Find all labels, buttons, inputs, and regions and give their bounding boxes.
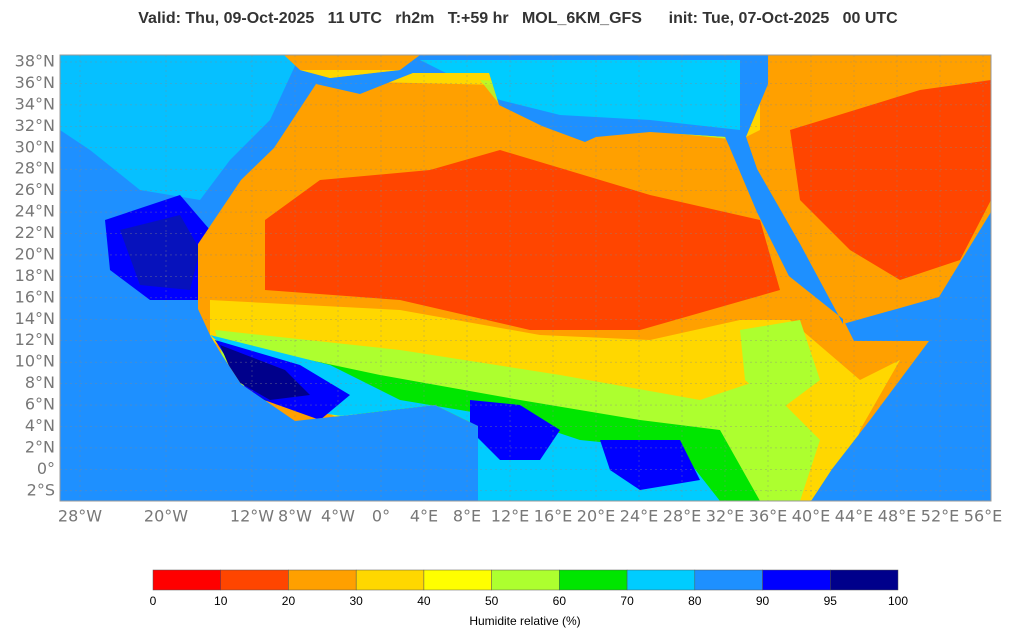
colorbar-segment xyxy=(762,569,831,591)
lon-label: 48°E xyxy=(878,507,916,526)
colorbar-tick-label: 90 xyxy=(756,594,770,608)
ethiopia xyxy=(740,320,820,410)
colorbar-tick-label: 60 xyxy=(553,594,567,608)
lon-label: 4°W xyxy=(321,507,355,526)
map xyxy=(60,55,991,501)
colorbar-tick-label: 0 xyxy=(150,594,157,608)
lon-label: 20°W xyxy=(144,507,188,526)
lat-label: 20°N xyxy=(15,244,55,263)
lat-label: 36°N xyxy=(15,73,55,92)
colorbar-segment xyxy=(559,569,628,591)
lon-label: 4°E xyxy=(410,507,438,526)
lat-label: 8°N xyxy=(25,373,55,392)
colorbar-tick-label: 70 xyxy=(620,594,634,608)
colorbar-tick-label: 80 xyxy=(688,594,702,608)
lat-label: 32°N xyxy=(15,116,55,135)
colorbar-segment xyxy=(830,569,899,591)
colorbar-tick-label: 50 xyxy=(485,594,499,608)
colorbar-segment xyxy=(152,569,221,591)
map-frame xyxy=(59,54,992,502)
cameroon-wet xyxy=(470,400,560,460)
lon-label: 40°E xyxy=(792,507,830,526)
title: Valid: Thu, 09-Oct-2025 11 UTC rh2m T:+5… xyxy=(138,10,898,27)
lon-label: 16°E xyxy=(534,507,572,526)
colorbar-segment xyxy=(423,569,492,591)
lon-label: 52°E xyxy=(921,507,959,526)
colorbar-tick-label: 95 xyxy=(824,594,838,608)
lat-label: 10°N xyxy=(15,352,55,371)
lat-label: 22°N xyxy=(15,223,55,242)
mediterranean xyxy=(420,60,740,130)
lon-label: 12°W xyxy=(230,507,274,526)
lon-label: 32°E xyxy=(706,507,744,526)
lat-label: 12°N xyxy=(15,330,55,349)
lat-label: 16°N xyxy=(15,287,55,306)
lon-label: 24°E xyxy=(620,507,658,526)
lat-label: 18°N xyxy=(15,266,55,285)
lat-label: 28°N xyxy=(15,159,55,178)
colorbar-tick-label: 40 xyxy=(417,594,431,608)
congo-wet xyxy=(600,440,700,490)
lat-label: 38°N xyxy=(15,52,55,71)
colorbar: 0 10 20 30 40 50 60 70 80 90 95 100 xyxy=(150,569,908,608)
colorbar-tick-label: 30 xyxy=(350,594,364,608)
colorbar-segment xyxy=(220,569,289,591)
lat-label: 24°N xyxy=(15,202,55,221)
lat-label: 6°N xyxy=(25,395,55,414)
sahara-dry xyxy=(265,150,780,330)
colorbar-segment xyxy=(288,569,357,591)
colorbar-tick-label: 20 xyxy=(282,594,296,608)
lon-label: 12°E xyxy=(491,507,529,526)
lat-label: 26°N xyxy=(15,180,55,199)
colorbar-segment xyxy=(355,569,425,591)
guinea-wettest xyxy=(220,345,310,400)
lon-label: 28°W xyxy=(58,507,102,526)
lat-label: 2°N xyxy=(25,437,55,456)
lat-label: 2°S xyxy=(27,480,55,499)
lon-axis: 28°W 20°W 12°W 8°W 4°W 0° 4°E 8°E 12°E 16°E 20°E 24… xyxy=(58,507,1002,526)
lon-label: 36°E xyxy=(749,507,787,526)
colorbar-segment xyxy=(626,569,696,591)
lat-label: 30°N xyxy=(15,137,55,156)
lon-label: 28°E xyxy=(663,507,701,526)
very-wet xyxy=(210,335,720,501)
colorbar-segment xyxy=(491,569,560,591)
lat-label: 34°N xyxy=(15,94,55,113)
lon-label: 0° xyxy=(372,507,390,526)
grid xyxy=(60,55,991,501)
ocean-moist xyxy=(60,55,300,200)
lon-label: 8°E xyxy=(453,507,481,526)
lat-label: 14°N xyxy=(15,309,55,328)
colorbar-tick-label: 10 xyxy=(214,594,228,608)
arabia-dry xyxy=(790,80,991,280)
lon-label: 44°E xyxy=(835,507,873,526)
lon-label: 20°E xyxy=(577,507,615,526)
colorbar-segment xyxy=(694,569,763,591)
lat-axis: 38°N 36°N 34°N 32°N 30°N 28°N 26°N 24°N 22°N 20°N… xyxy=(15,52,55,500)
colorbar-label: Humidite relative (%) xyxy=(469,614,580,628)
lon-label: 56°E xyxy=(964,507,1002,526)
lat-label: 0° xyxy=(37,459,55,478)
red-sea xyxy=(730,137,843,324)
lat-label: 4°N xyxy=(25,416,55,435)
lon-label: 8°W xyxy=(278,507,312,526)
colorbar-tick-label: 100 xyxy=(888,594,908,608)
